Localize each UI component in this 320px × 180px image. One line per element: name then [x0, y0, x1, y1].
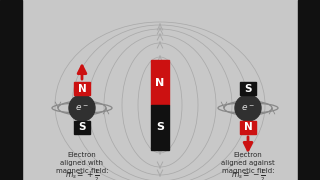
- Text: S: S: [244, 84, 252, 93]
- Text: Electron
aligned against
magnetic field:: Electron aligned against magnetic field:: [221, 152, 275, 174]
- Bar: [240, 121, 256, 134]
- Text: $e^-$: $e^-$: [241, 103, 255, 113]
- Circle shape: [235, 95, 261, 121]
- Circle shape: [69, 95, 95, 121]
- Bar: [240, 82, 256, 95]
- Text: $m_s = +\frac{1}{2}$: $m_s = +\frac{1}{2}$: [65, 168, 99, 180]
- Text: $e^-$: $e^-$: [75, 103, 89, 113]
- Bar: [298, 0, 320, 180]
- Text: $m_s = -\frac{1}{2}$: $m_s = -\frac{1}{2}$: [231, 168, 265, 180]
- Bar: [151, 105, 169, 150]
- Bar: [74, 121, 90, 134]
- Text: N: N: [156, 78, 164, 87]
- Bar: [74, 82, 90, 95]
- Text: S: S: [78, 123, 86, 132]
- Text: N: N: [244, 123, 252, 132]
- Text: N: N: [78, 84, 86, 93]
- Text: Electron
aligned with
magnetic field:: Electron aligned with magnetic field:: [56, 152, 108, 174]
- Bar: [0, 0, 22, 180]
- Bar: [151, 60, 169, 105]
- Text: S: S: [156, 123, 164, 132]
